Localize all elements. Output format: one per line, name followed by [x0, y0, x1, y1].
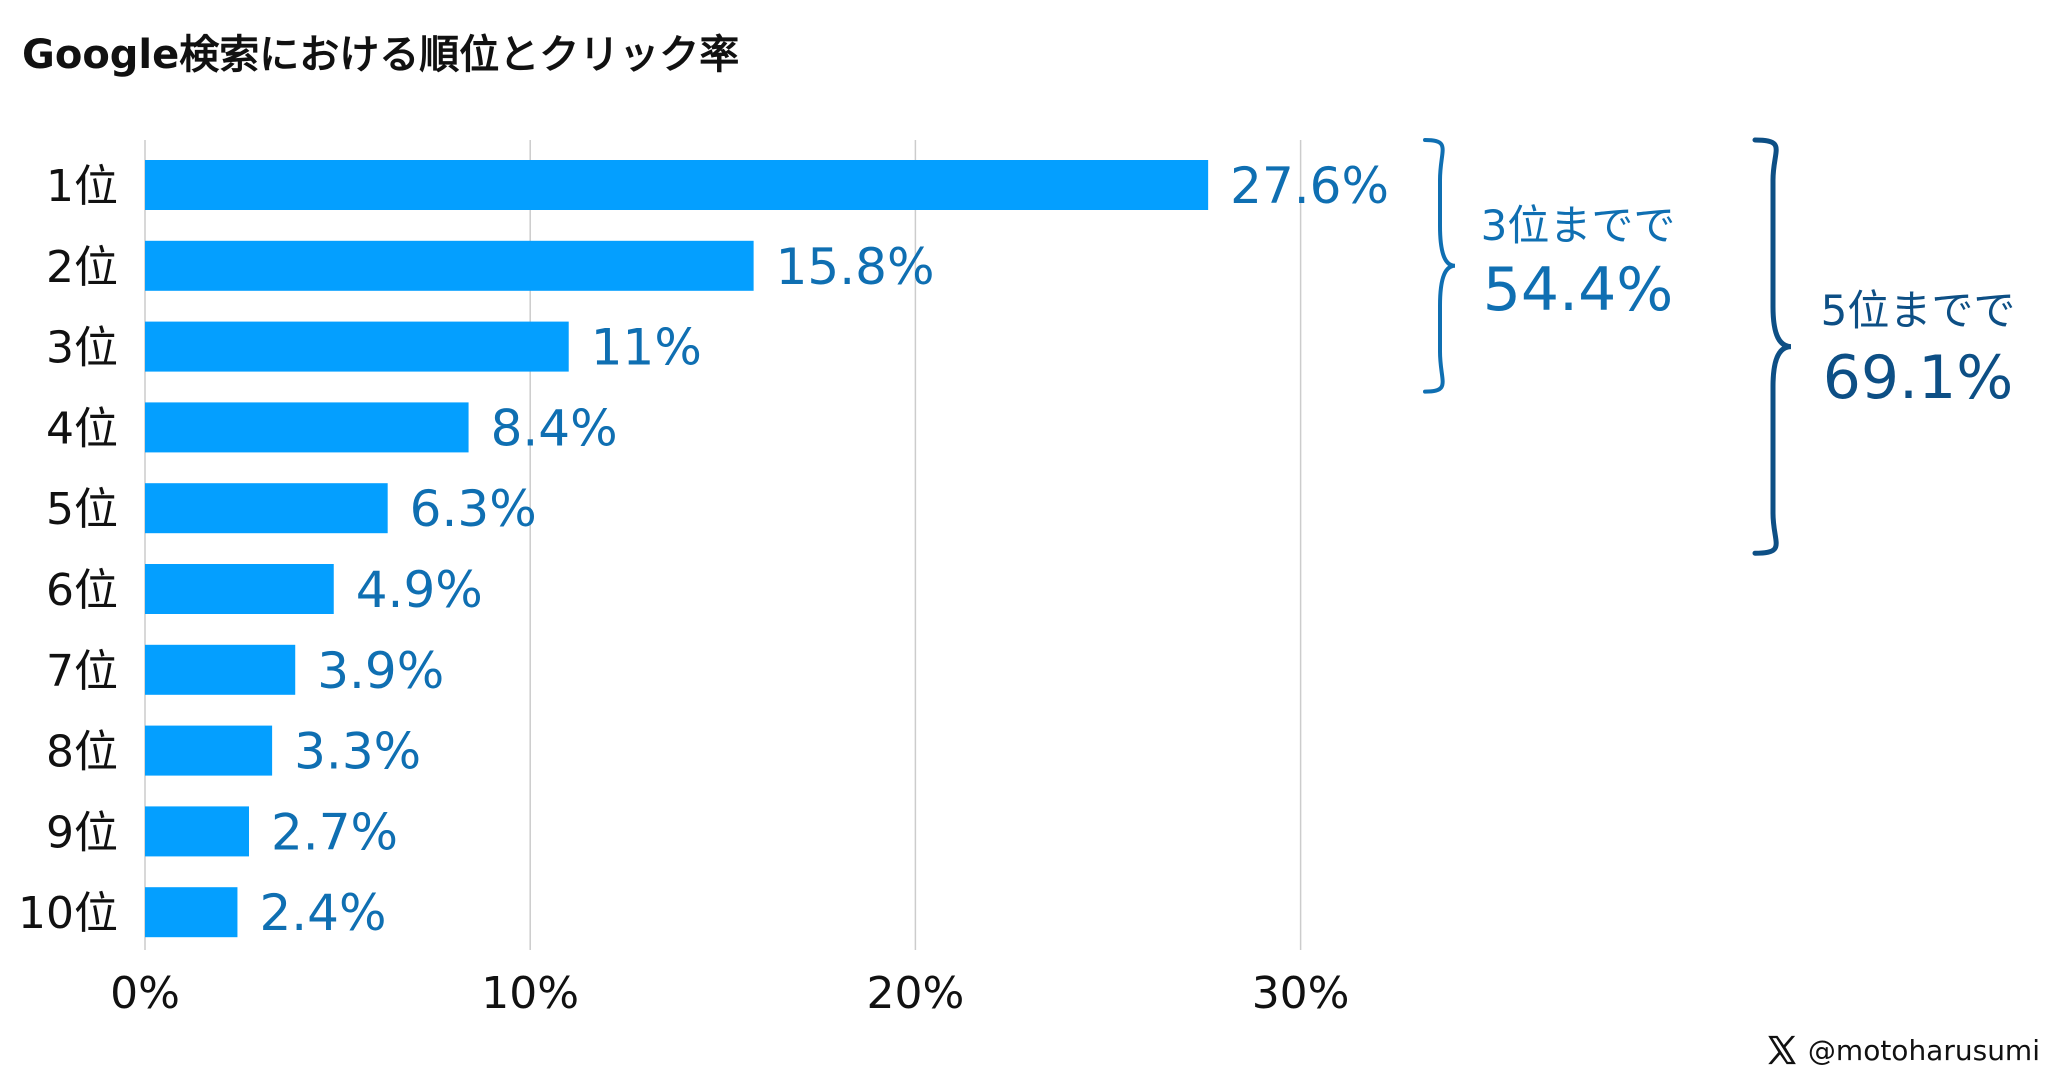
category-label: 8位 [46, 727, 118, 778]
category-label: 9位 [46, 807, 118, 858]
labels: 0% 10% 20% 30% 1位 27.6% 2位 15.8% 3位 11% 4位 8.4% 5位 6.… [18, 157, 1389, 1019]
category-label: 2位 [46, 242, 118, 293]
category-label: 5位 [46, 484, 118, 535]
bar [145, 725, 273, 776]
value-label: 27.6% [1230, 157, 1389, 215]
value-label: 4.9% [356, 561, 483, 619]
x-tick-label: 30% [1252, 968, 1350, 1019]
annotation-value: 54.4% [1483, 255, 1674, 325]
curly-brace [1423, 138, 1456, 394]
bar [145, 240, 754, 291]
value-label: 2.7% [271, 803, 398, 861]
category-label: 3位 [46, 323, 118, 374]
x-tick-label: 20% [867, 968, 965, 1019]
category-label: 4位 [46, 403, 118, 454]
bar [145, 887, 238, 938]
credit: @motoharusumi [1764, 1033, 2040, 1067]
value-label: 2.4% [259, 884, 386, 942]
bar [145, 483, 388, 534]
value-label: 3.9% [317, 642, 444, 700]
bar [145, 806, 250, 857]
credit-handle: @motoharusumi [1807, 1033, 2040, 1067]
annotations: 3位までで 54.4% 5位までで 69.1% [1423, 137, 2016, 556]
category-label: 6位 [46, 565, 118, 616]
value-label: 3.3% [294, 723, 421, 781]
category-label: 1位 [46, 161, 118, 212]
curly-brace [1752, 137, 1792, 556]
value-label: 15.8% [776, 238, 935, 296]
value-label: 8.4% [491, 399, 618, 457]
category-label: 7位 [46, 646, 118, 697]
value-label: 11% [591, 319, 702, 377]
annotation-caption: 3位までで [1481, 201, 1676, 250]
value-label: 6.3% [410, 480, 537, 538]
chart-title: Google検索における順位とクリック率 [22, 32, 740, 78]
bar [145, 564, 334, 614]
bar [145, 321, 569, 372]
bar [145, 402, 469, 453]
x-tick-label: 10% [481, 968, 579, 1019]
annotation-caption: 5位までで [1821, 286, 2016, 335]
bar [145, 160, 1209, 210]
bar [145, 644, 296, 695]
x-logo-icon [1768, 1035, 1796, 1065]
bars [145, 160, 1209, 938]
annotation-value: 69.1% [1823, 343, 2014, 413]
category-label: 10位 [18, 888, 118, 939]
x-tick-label: 0% [110, 968, 180, 1019]
